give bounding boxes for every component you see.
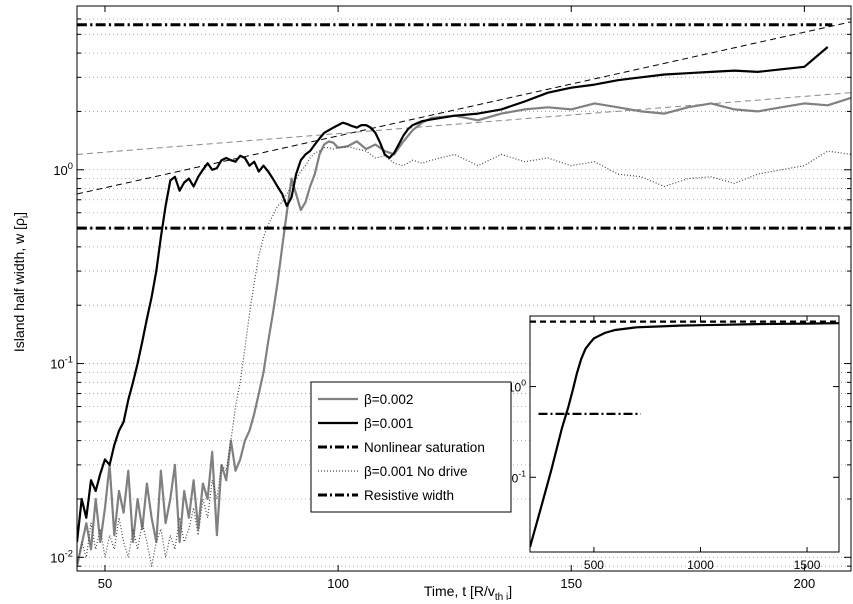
- fit-line: [77, 92, 851, 155]
- series-0-001-no-drive: [77, 145, 851, 567]
- x-tick-label: 150: [560, 576, 582, 591]
- x-axis-label: Time, t [R/vth i]: [424, 583, 512, 603]
- y-tick-label: 10-2: [50, 548, 73, 565]
- legend: β=0.002 β=0.001 Nonlinear saturation β=0.00…: [310, 381, 512, 513]
- x-tick-label: 100: [327, 576, 349, 591]
- x-tick-label: 50: [98, 576, 112, 591]
- x-tick-label: 200: [794, 576, 816, 591]
- series-0-001: [77, 46, 829, 543]
- main-axes: 50 100 150 200 10-2 10-1 100: [50, 5, 852, 591]
- legend-label: β=0.001 No drive: [364, 464, 467, 479]
- y-axis-label: Island half width, w [ρi]: [11, 212, 31, 352]
- y-tick-label: 100: [53, 161, 73, 178]
- inset-x-tick-label: 500: [584, 558, 604, 572]
- inset-series-line: [530, 322, 839, 548]
- series-0-002: [77, 96, 851, 567]
- legend-label: Resistive width: [364, 488, 454, 503]
- fit-lines: [77, 21, 851, 195]
- legend-label: Nonlinear saturation: [364, 440, 485, 455]
- inset-x-tick-label: 1000: [687, 558, 714, 572]
- plot-frame: [76, 5, 852, 572]
- inset-background: [529, 315, 840, 553]
- fit-line: [77, 21, 851, 195]
- legend-box: [310, 381, 512, 513]
- series-lines: [77, 23, 851, 567]
- legend-label: β=0.001: [364, 416, 413, 431]
- inset-x-tick-label: 1500: [794, 558, 821, 572]
- y-tick-label: 10-1: [50, 355, 73, 372]
- legend-label: β=0.002: [364, 392, 413, 407]
